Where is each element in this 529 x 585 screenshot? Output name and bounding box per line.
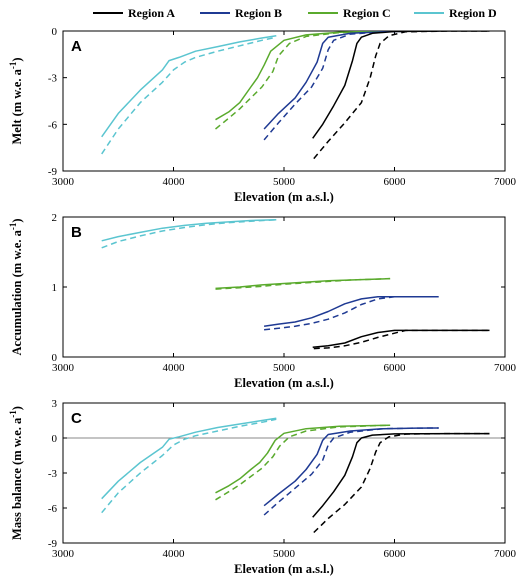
x-tick-label: 6000: [384, 548, 407, 560]
y-tick-label: -3: [48, 73, 58, 85]
x-tick-label: 7000: [494, 176, 517, 188]
legend-label: Region D: [449, 6, 497, 20]
series-line-region-d-dashed: [101, 418, 277, 514]
series-group: [101, 219, 490, 350]
legend-item-region-c: Region C: [308, 6, 391, 20]
x-tick-label: 4000: [163, 548, 186, 560]
y-tick-label: -6: [48, 119, 58, 131]
y-tick-label: 0: [52, 433, 58, 445]
y-tick-label: 0: [52, 26, 58, 38]
x-tick-label: 5000: [273, 176, 296, 188]
y-tick-label: 2: [52, 212, 58, 224]
panel-letter: A: [71, 38, 82, 55]
y-axis-label-sup: -1: [8, 410, 18, 418]
y-tick-label: 1: [52, 282, 58, 294]
y-axis-label-end: ): [10, 58, 24, 62]
x-axis-label: Elevation (m a.s.l.): [234, 376, 334, 390]
series-line-region-c-solid: [215, 277, 391, 290]
series-line-region-c-solid: [215, 424, 391, 494]
y-tick-label: 0: [52, 352, 58, 364]
series-line-region-c-dashed: [215, 424, 391, 501]
legend-item-region-d: Region D: [414, 6, 497, 20]
x-tick-label: 3000: [52, 548, 75, 560]
series-line-region-a-solid: [312, 432, 490, 518]
plot-frame: [62, 402, 506, 544]
x-tick-label: 6000: [384, 362, 407, 374]
y-axis-label-main: Mass balance (m w.e. a: [10, 417, 24, 540]
series-line-region-a-dashed: [313, 329, 490, 350]
series-line-region-b-solid: [263, 296, 439, 327]
series-line-region-b-dashed: [264, 296, 439, 331]
y-tick-label: -9: [48, 538, 58, 550]
x-axis-label: Elevation (m a.s.l.): [234, 190, 334, 204]
series-line-region-b-dashed: [263, 31, 439, 141]
legend-item-region-b: Region B: [200, 6, 282, 20]
series-line-region-c-solid: [215, 31, 384, 121]
series-group: [101, 31, 490, 160]
legend-label: Region A: [128, 6, 175, 20]
series-line-region-d-dashed: [101, 36, 277, 155]
x-tick-label: 7000: [494, 548, 517, 560]
y-tick-label: -3: [48, 468, 58, 480]
legend-label: Region C: [343, 6, 391, 20]
panel-accumulation: 3000 4000 5000 6000 7000 0 1 2 Elevation (m a.s.…: [8, 212, 517, 390]
y-tick-label: -9: [48, 166, 58, 178]
y-axis-label-main: Melt (m w.e. a: [10, 68, 24, 144]
series-line-region-a-solid: [312, 329, 490, 348]
series-line-region-d-solid: [101, 34, 277, 138]
x-tick-label: 3000: [52, 176, 75, 188]
series-line-region-a-dashed: [313, 31, 490, 160]
series-group: [101, 417, 490, 534]
series-line-region-b-solid: [263, 427, 439, 507]
x-tick-label: 5000: [273, 548, 296, 560]
panel-melt: 3000 4000 5000 6000 7000 -9 -6 -3 0 Elevation (m …: [8, 26, 517, 204]
series-line-region-d-solid: [101, 417, 277, 500]
series-line-region-d-solid: [101, 219, 277, 242]
series-line-region-a-dashed: [313, 432, 490, 534]
panel-mass-balance: 3000 4000 5000 6000 7000 -9 -6 -3 0 3 Elevation (m…: [8, 398, 517, 576]
x-tick-label: 3000: [52, 362, 75, 374]
legend-item-region-a: Region A: [93, 6, 175, 20]
panel-letter: C: [71, 410, 82, 427]
y-axis-label-main: Accumulation (m w.e. a: [10, 229, 24, 355]
y-axis-label-end: ): [10, 406, 24, 410]
y-tick-label: 3: [52, 398, 58, 410]
series-line-region-c-dashed: [215, 31, 384, 130]
y-tick-label: -6: [48, 503, 58, 515]
y-axis-label: Mass balance (m w.e. a-1): [8, 406, 24, 540]
x-axis-label: Elevation (m a.s.l.): [234, 562, 334, 576]
y-axis-label-end: ): [10, 218, 24, 222]
x-tick-label: 4000: [163, 176, 186, 188]
x-tick-label: 4000: [163, 362, 186, 374]
series-line-region-c-dashed: [215, 277, 391, 290]
series-line-region-a-solid: [312, 31, 490, 139]
legend: Region A Region B Region C Region D: [93, 6, 497, 20]
y-axis-label-sup: -1: [8, 222, 18, 230]
legend-label: Region B: [235, 6, 282, 20]
y-axis-label: Accumulation (m w.e. a-1): [8, 218, 24, 355]
y-axis-label: Melt (m w.e. a-1): [8, 58, 24, 145]
series-line-region-d-dashed: [101, 219, 277, 249]
panel-letter: B: [71, 224, 82, 241]
plot-frame: [62, 216, 506, 358]
series-line-region-b-solid: [263, 31, 439, 130]
x-tick-label: 7000: [494, 362, 517, 374]
x-tick-label: 6000: [384, 176, 407, 188]
x-tick-label: 5000: [273, 362, 296, 374]
series-line-region-b-dashed: [263, 427, 439, 516]
y-axis-label-sup: -1: [8, 61, 18, 69]
